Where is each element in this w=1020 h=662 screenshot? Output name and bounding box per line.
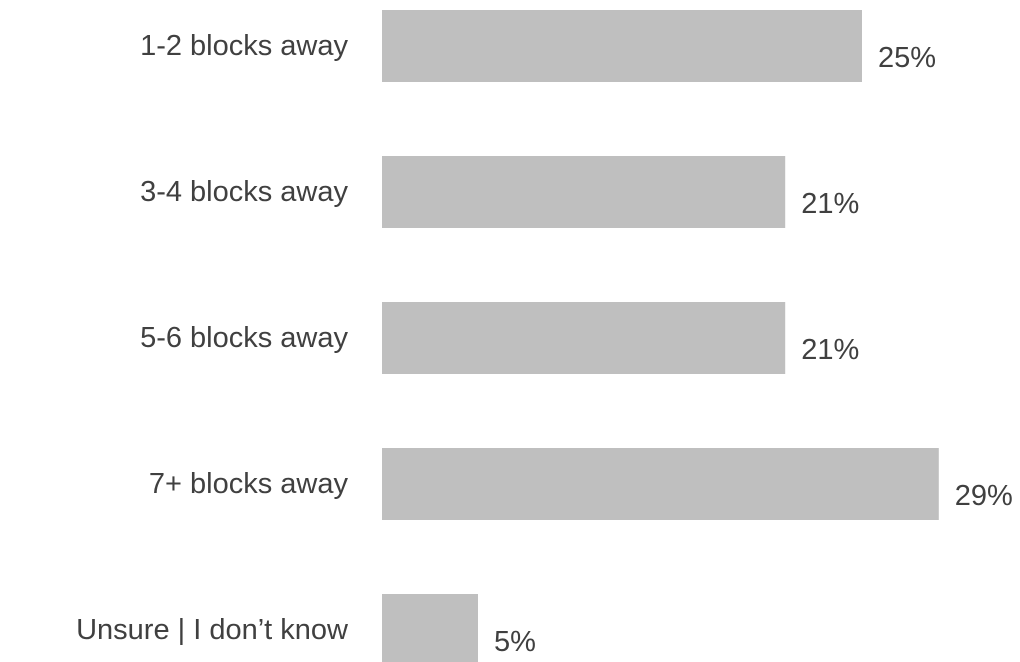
category-label-4: 7+ blocks away xyxy=(149,468,349,500)
category-label-2: 3-4 blocks away xyxy=(140,176,348,208)
bar-3 xyxy=(382,302,786,374)
category-label-5: Unsure | I don’t know xyxy=(76,614,349,646)
bar-2 xyxy=(382,156,786,228)
category-label-3: 5-6 blocks away xyxy=(140,322,348,354)
value-label-3: 21% xyxy=(801,334,859,366)
bar-1 xyxy=(382,10,862,82)
value-label-2: 21% xyxy=(801,188,859,220)
value-label-1: 25% xyxy=(878,42,936,74)
bar-5 xyxy=(382,594,478,662)
bar-4 xyxy=(382,448,939,520)
category-label-1: 1-2 blocks away xyxy=(140,30,348,62)
value-label-5: 5% xyxy=(494,626,536,658)
value-label-4: 29% xyxy=(955,480,1013,512)
